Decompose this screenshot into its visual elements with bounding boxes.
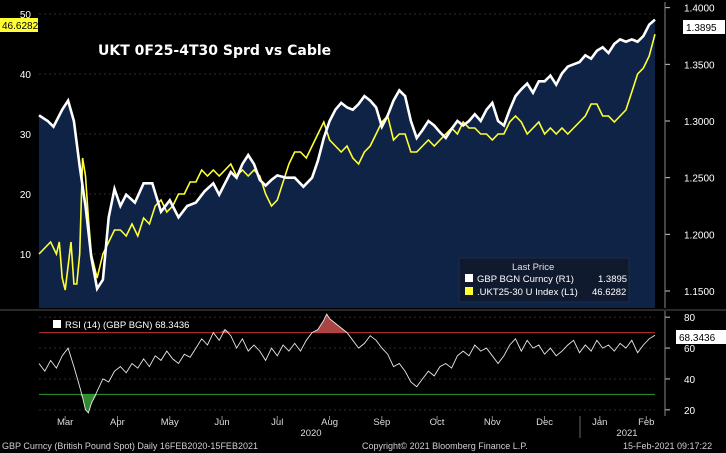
left-last-value-tag: 46.6282 [0, 18, 39, 32]
legend-value-ukt: 46.6282 [592, 287, 626, 298]
right-axis-ticks: 1.1500 1.2000 1.2500 1.3000 1.3500 1.4000 [664, 2, 715, 308]
x-tick-label: Oct [430, 417, 445, 428]
ukt-spread-line [38, 33, 656, 291]
legend-swatch-ukt [465, 287, 473, 295]
x-tick-label: Apr [110, 417, 125, 428]
legend-label-gbp: GBP BGN Curncy (R1) [477, 274, 574, 285]
x-tick-label: Nov [484, 417, 501, 428]
gbp-line [38, 18, 656, 293]
x-axis: Mar Apr May Jun Jul Aug Sep Oct Nov Dec Jan Feb 2020… [57, 416, 654, 439]
rsi-tick-label: 20 [684, 406, 696, 417]
legend: Last Price GBP BGN Curncy (R1) 1.3895 .U… [458, 257, 630, 303]
right-last-value-tag: 1.3895 [683, 20, 725, 34]
rsi-axis-ticks: 20 40 60 80 [664, 311, 696, 417]
left-axis-ticks: 10 20 30 40 50 [20, 10, 32, 261]
left-tick-label: 50 [20, 10, 32, 21]
legend-swatch-gbp [465, 274, 473, 282]
x-tick-label: Sep [373, 417, 390, 428]
x-tick-label: Jan [592, 417, 607, 428]
rsi-last-value: 68.3436 [679, 333, 716, 344]
legend-label-ukt: .UKT25-30 U Index (L1) [477, 287, 578, 298]
left-tick-label: 30 [20, 130, 32, 141]
rsi-tick-label: 80 [684, 313, 696, 324]
x-tick-label: Feb [638, 417, 654, 428]
x-tick-label: Dec [536, 417, 553, 428]
rsi-last-value-tag: 68.3436 [676, 330, 726, 344]
right-tick-label: 1.3500 [684, 60, 715, 71]
left-tick-label: 20 [20, 190, 32, 201]
gbp-area-fill [39, 19, 655, 308]
footer-security: GBP Curncy (British Pound Spot) Daily 16… [2, 441, 258, 451]
left-tick-label: 40 [20, 70, 32, 81]
x-tick-label: Jul [271, 417, 283, 428]
x-tick-label: May [161, 417, 179, 428]
rsi-legend-swatch [53, 320, 61, 328]
x-tick-label: Aug [321, 417, 338, 428]
right-tick-label: 1.2000 [684, 230, 715, 241]
chart-canvas: UKT 0F25-4T30 Sprd vs Cable 10 20 30 40 50 1… [0, 2, 726, 439]
footer-timestamp: 15-Feb-2021 09:17:22 [623, 441, 713, 451]
x-tick-label: Jun [214, 417, 229, 428]
rsi-line [38, 313, 656, 414]
right-tick-label: 1.2500 [684, 174, 715, 185]
upper-series [38, 18, 656, 293]
rsi-series [38, 313, 656, 414]
x-year-label: 2021 [616, 428, 637, 439]
legend-value-gbp: 1.3895 [598, 274, 627, 285]
left-last-value: 46.6282 [2, 21, 39, 32]
left-tick-label: 10 [20, 250, 32, 261]
footer: GBP Curncy (British Pound Spot) Daily 16… [0, 440, 726, 453]
right-tick-label: 1.1500 [684, 287, 715, 298]
rsi-oversold-fill [39, 394, 655, 413]
rsi-tick-label: 40 [684, 375, 696, 386]
gbp-area [39, 19, 655, 308]
rsi-title: RSI (14) (GBP BGN) 68.3436 [65, 320, 189, 331]
x-tick-label: Mar [57, 417, 73, 428]
right-tick-label: 1.4000 [684, 4, 715, 15]
legend-header: Last Price [512, 262, 554, 273]
footer-copyright: Copyright© 2021 Bloomberg Finance L.P. [362, 441, 528, 451]
rsi-grid [39, 316, 655, 411]
x-year-label: 2020 [300, 428, 321, 439]
right-last-value: 1.3895 [686, 23, 717, 34]
chart-title: UKT 0F25-4T30 Sprd vs Cable [98, 43, 331, 59]
rsi-tick-label: 60 [684, 344, 696, 355]
right-tick-label: 1.3000 [684, 117, 715, 128]
